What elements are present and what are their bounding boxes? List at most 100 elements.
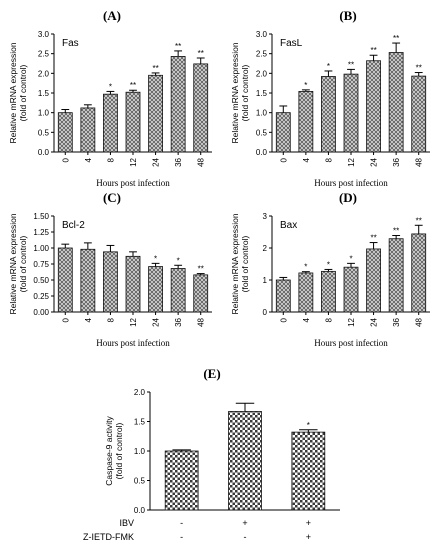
y-axis-label: Relative mRNA expression(fold of control… bbox=[230, 42, 250, 143]
bar bbox=[343, 266, 359, 313]
significance-marker: ** bbox=[393, 34, 399, 43]
y-tick-label: 1.0 bbox=[38, 109, 50, 118]
y-tick-label: 2.0 bbox=[134, 388, 146, 397]
y-tick-label: 1.0 bbox=[134, 447, 146, 456]
x-tick-label: 48 bbox=[415, 157, 424, 166]
x-tick-label: 4 bbox=[84, 157, 93, 162]
significance-marker: ** bbox=[348, 60, 354, 69]
panel-letter: (E) bbox=[203, 366, 220, 381]
significance-marker: * bbox=[327, 62, 330, 71]
significance-marker: * bbox=[304, 81, 307, 90]
bar bbox=[275, 279, 291, 313]
x-tick-label: 36 bbox=[174, 317, 183, 326]
chart-panel-1: (B) 0.0 0.5 1.0 1.5 2.0 2.5 3.0 Relative mRNA ex… bbox=[230, 8, 430, 188]
y-tick-label: 1.5 bbox=[38, 89, 50, 98]
chart-panel-4: (E) 0.0 0.5 1.0 1.5 2.0 Caspase-9 activity(fol… bbox=[83, 366, 340, 542]
y-tick-label: 0.5 bbox=[38, 128, 50, 137]
significance-marker: ** bbox=[130, 81, 136, 90]
x-tick-label: 24 bbox=[370, 157, 379, 166]
y-tick-label: 0.5 bbox=[134, 477, 146, 486]
y-axis-label: Relative mRNA expression(fold of control… bbox=[230, 213, 250, 314]
y-tick-label: 1.50 bbox=[33, 212, 49, 221]
bar bbox=[411, 233, 427, 313]
x-tick-label: 0 bbox=[279, 157, 288, 162]
y-tick-label: 1.00 bbox=[33, 244, 49, 253]
y-tick-label: 0.0 bbox=[256, 148, 268, 157]
y-tick-label: 0.0 bbox=[38, 148, 50, 157]
treatment-label: Z-IETD-FMK bbox=[83, 532, 134, 542]
y-tick-label: 2.5 bbox=[38, 50, 50, 59]
bar bbox=[125, 255, 141, 313]
chart-title: Bax bbox=[280, 220, 297, 231]
significance-marker: ** bbox=[175, 42, 181, 51]
x-tick-label: 4 bbox=[84, 317, 93, 322]
y-tick-label: 0.25 bbox=[33, 292, 49, 301]
bar bbox=[125, 91, 141, 153]
panel-letter: (A) bbox=[103, 8, 121, 23]
significance-marker: * bbox=[349, 254, 352, 263]
bar bbox=[321, 270, 336, 313]
panel-letter: (B) bbox=[339, 8, 356, 23]
x-axis-label: Hours post infection bbox=[96, 338, 170, 348]
bar bbox=[291, 431, 326, 511]
significance-marker: ** bbox=[370, 234, 376, 243]
significance-marker: ** bbox=[152, 64, 158, 73]
significance-marker: ** bbox=[370, 46, 376, 55]
treatment-sign: + bbox=[306, 518, 311, 528]
treatment-sign: - bbox=[180, 532, 183, 542]
chart-title: FasL bbox=[280, 38, 303, 49]
y-tick-label: 1.5 bbox=[256, 89, 268, 98]
y-tick-label: 0.00 bbox=[33, 308, 49, 317]
bar bbox=[103, 251, 118, 313]
x-tick-label: 36 bbox=[174, 157, 183, 166]
x-tick-label: 12 bbox=[347, 317, 356, 326]
significance-marker: * bbox=[109, 82, 112, 91]
y-tick-label: 2 bbox=[263, 244, 268, 253]
y-tick-label: 0.75 bbox=[33, 260, 49, 269]
bar bbox=[57, 112, 73, 153]
y-tick-label: 0.0 bbox=[134, 506, 146, 515]
bar bbox=[411, 75, 427, 153]
x-tick-label: 0 bbox=[279, 317, 288, 322]
bar bbox=[57, 247, 73, 313]
bar bbox=[193, 63, 209, 153]
treatment-sign: - bbox=[180, 518, 183, 528]
y-tick-label: 0.5 bbox=[256, 128, 268, 137]
x-tick-label: 8 bbox=[324, 157, 333, 162]
bar bbox=[366, 60, 381, 153]
significance-marker: ** bbox=[393, 227, 399, 236]
significance-marker: ** bbox=[198, 49, 204, 58]
y-tick-label: 1.5 bbox=[134, 418, 146, 427]
significance-marker: ** bbox=[416, 216, 422, 225]
x-tick-label: 12 bbox=[129, 317, 138, 326]
significance-marker: ** bbox=[416, 64, 422, 73]
y-tick-label: 2.0 bbox=[256, 69, 268, 78]
bar bbox=[80, 107, 96, 153]
x-tick-label: 0 bbox=[61, 157, 70, 162]
bar bbox=[275, 112, 291, 153]
bar bbox=[366, 248, 381, 313]
treatment-label: IBV bbox=[119, 518, 134, 528]
x-tick-label: 12 bbox=[347, 157, 356, 166]
x-tick-label: 36 bbox=[392, 317, 401, 326]
y-axis-label: Caspase-9 activity(fold of control) bbox=[104, 416, 124, 486]
x-tick-label: 24 bbox=[152, 157, 161, 166]
bar bbox=[170, 268, 186, 313]
bar bbox=[388, 52, 404, 153]
significance-marker: ** bbox=[198, 265, 204, 274]
bar bbox=[80, 248, 96, 313]
bar bbox=[298, 272, 314, 313]
bar bbox=[103, 93, 118, 153]
y-tick-label: 0 bbox=[263, 308, 268, 317]
y-axis-label: Relative mRNA expression(fold of control… bbox=[8, 213, 28, 314]
panel-letter: (C) bbox=[103, 190, 121, 205]
x-tick-label: 48 bbox=[415, 317, 424, 326]
bar bbox=[193, 274, 209, 313]
x-tick-label: 4 bbox=[302, 317, 311, 322]
y-tick-label: 3.0 bbox=[256, 30, 268, 39]
x-axis-label: Hours post infection bbox=[314, 338, 388, 348]
treatment-sign: + bbox=[242, 518, 247, 528]
y-tick-label: 3.0 bbox=[38, 30, 50, 39]
bar bbox=[321, 76, 336, 153]
